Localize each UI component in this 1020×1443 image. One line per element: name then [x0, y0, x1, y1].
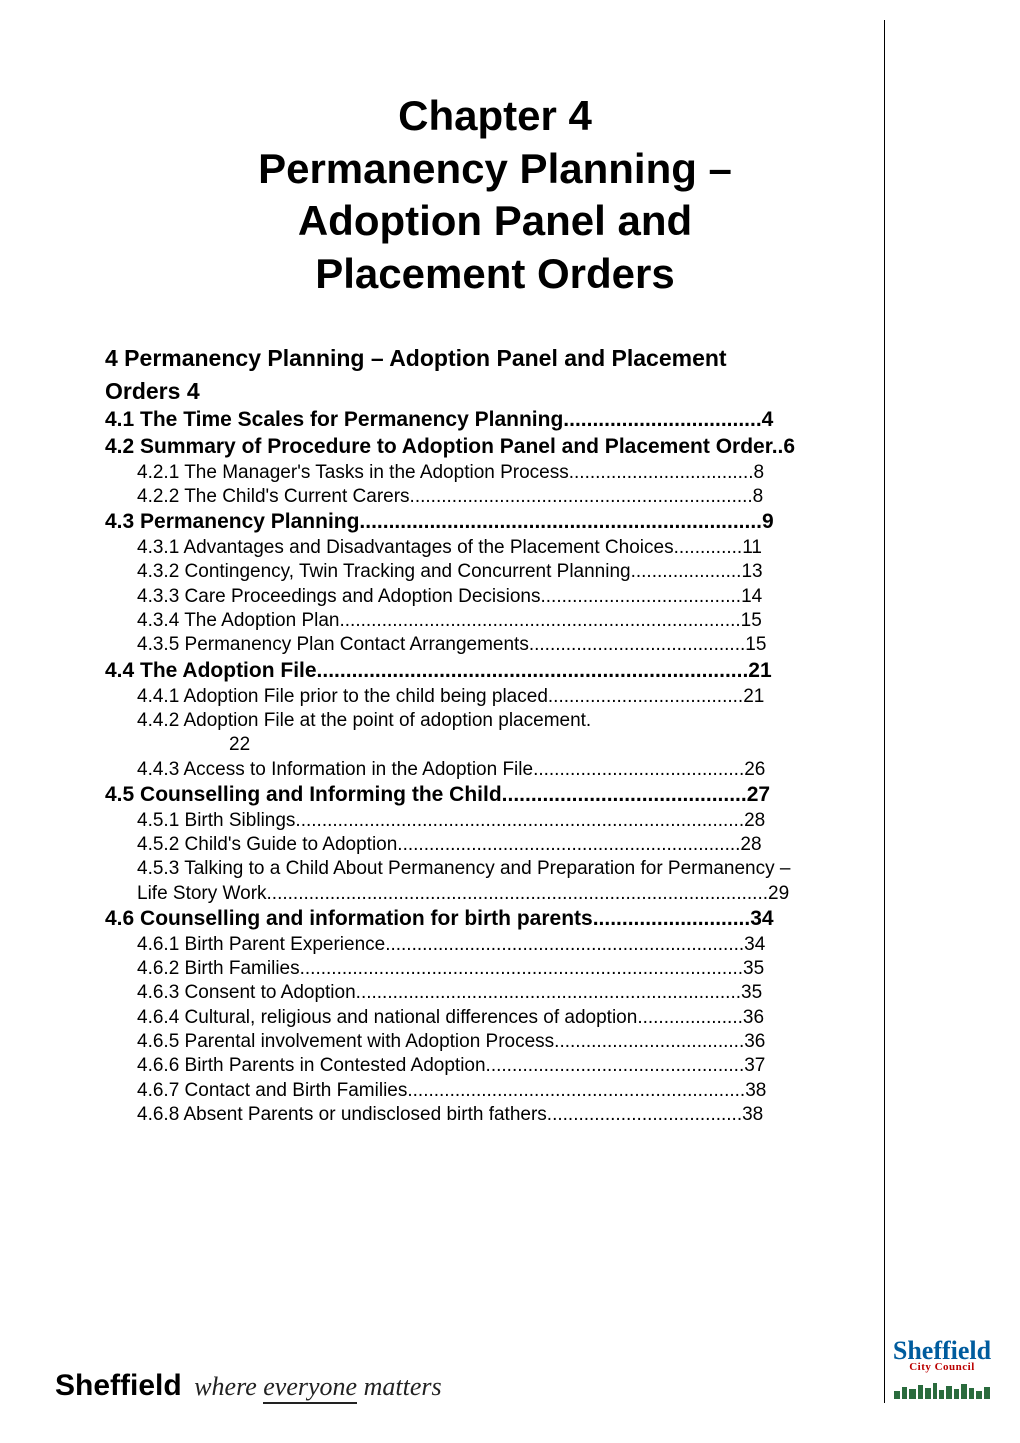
toc-entry: 4.6.4 Cultural, religious and national d… — [105, 1006, 885, 1030]
toc-entry: 4.2 Summary of Procedure to Adoption Pan… — [105, 434, 885, 461]
toc-entry: 4.6.3 Consent to Adoption...............… — [105, 981, 885, 1005]
title-line: Chapter 4 — [398, 92, 592, 139]
toc-entry: 4.6.5 Parental involvement with Adoption… — [105, 1030, 885, 1054]
title-line: Placement Orders — [315, 250, 675, 297]
toc-entry: 4.2.2 The Child's Current Carers........… — [105, 485, 885, 509]
title-line: Adoption Panel and — [298, 197, 692, 244]
chapter-title: Chapter 4 Permanency Planning – Adoption… — [160, 90, 830, 300]
toc-entry: 4 Permanency Planning – Adoption Panel a… — [105, 344, 885, 373]
footer-tagline-text: where everyone matters — [194, 1372, 441, 1404]
toc-entry-page: 22 — [105, 733, 885, 757]
logo-skyline-icon — [892, 1377, 992, 1403]
footer-brand: Sheffield — [55, 1369, 182, 1402]
toc-entry: 4.4.3 Access to Information in the Adopt… — [105, 758, 885, 782]
toc-entry: 4.3.3 Care Proceedings and Adoption Deci… — [105, 585, 885, 609]
toc-entry: 4.3.4 The Adoption Plan.................… — [105, 609, 885, 633]
toc-entry: 4.6.2 Birth Families....................… — [105, 957, 885, 981]
toc-entry: 4.6 Counselling and information for birt… — [105, 906, 885, 933]
footer-tagline: Sheffield where everyone matters — [55, 1369, 442, 1403]
toc-entry: 4.3.1 Advantages and Disadvantages of th… — [105, 536, 885, 560]
toc-entry: 4.5 Counselling and Informing the Child.… — [105, 782, 885, 809]
toc-entry: 4.1 The Time Scales for Permanency Plann… — [105, 407, 885, 434]
toc-entry: 4.4.2 Adoption File at the point of adop… — [105, 709, 885, 733]
toc-entry: 4.6.1 Birth Parent Experience...........… — [105, 933, 885, 957]
toc-entry-cont: Life Story Work.........................… — [105, 882, 885, 906]
toc-entry-cont: Orders 4 — [105, 377, 885, 406]
toc-entry: 4.5.3 Talking to a Child About Permanenc… — [105, 857, 885, 881]
council-logo: Sheffield City Council — [892, 1338, 992, 1403]
toc-entry: 4.6.7 Contact and Birth Families........… — [105, 1079, 885, 1103]
title-line: Permanency Planning – — [258, 145, 732, 192]
document-page: Chapter 4 Permanency Planning – Adoption… — [0, 0, 1020, 1443]
toc-entry: 4.3.5 Permanency Plan Contact Arrangemen… — [105, 633, 885, 657]
vertical-rule — [884, 20, 885, 1403]
toc-entry: 4.3 Permanency Planning.................… — [105, 509, 885, 536]
toc-entry: 4.2.1 The Manager's Tasks in the Adoptio… — [105, 461, 885, 485]
toc-entry: 4.5.1 Birth Siblings....................… — [105, 809, 885, 833]
toc-entry: 4.6.6 Birth Parents in Contested Adoptio… — [105, 1054, 885, 1078]
toc-entry: 4.6.8 Absent Parents or undisclosed birt… — [105, 1103, 885, 1127]
table-of-contents: 4 Permanency Planning – Adoption Panel a… — [105, 344, 885, 1127]
toc-entry: 4.3.2 Contingency, Twin Tracking and Con… — [105, 560, 885, 584]
toc-entry: 4.4.1 Adoption File prior to the child b… — [105, 685, 885, 709]
toc-entry: 4.5.2 Child's Guide to Adoption.........… — [105, 833, 885, 857]
toc-entry: 4.4 The Adoption File...................… — [105, 658, 885, 685]
